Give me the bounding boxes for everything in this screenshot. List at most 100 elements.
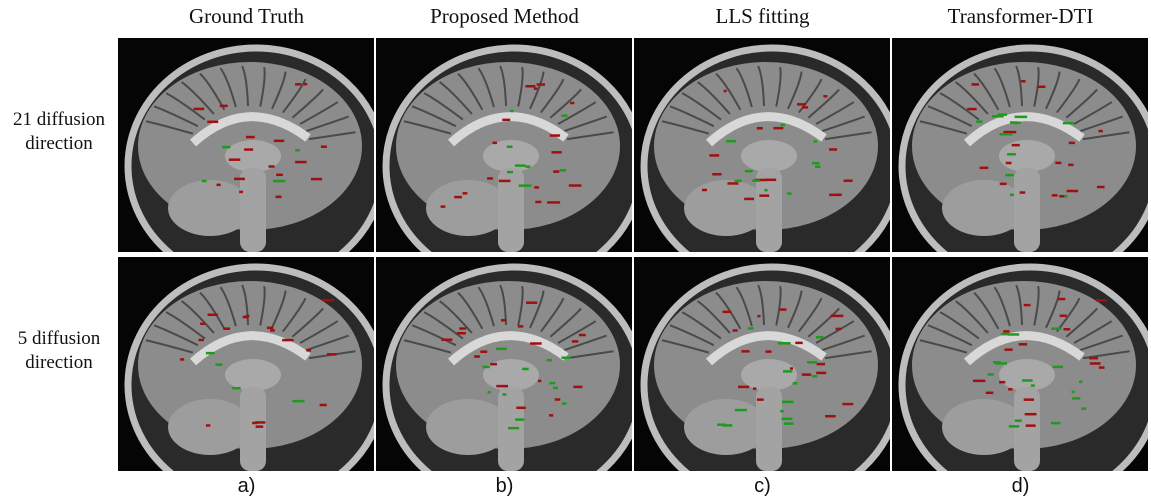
error-red [304, 83, 308, 86]
row-label: 21 diffusion direction [2, 108, 116, 156]
panel-label: d) [892, 475, 1149, 498]
error-red [999, 381, 1005, 384]
error-green [488, 391, 491, 394]
error-green [553, 387, 558, 390]
error-green [482, 366, 489, 369]
error-green [510, 110, 513, 113]
error-red [727, 182, 738, 185]
brain-image [892, 257, 1148, 471]
error-red [474, 355, 480, 358]
error-red [1090, 362, 1101, 365]
error-red [702, 189, 707, 192]
brain-image [118, 257, 374, 471]
error-red [1021, 80, 1025, 83]
column-title: Transformer-DTI [892, 4, 1149, 29]
error-red [496, 385, 508, 388]
error-red [570, 102, 574, 105]
error-red [765, 179, 776, 182]
panel-label: c) [634, 475, 891, 498]
error-green [507, 146, 513, 149]
error-red [1097, 186, 1105, 189]
error-green [222, 146, 230, 149]
error-red [311, 178, 322, 181]
error-red [206, 424, 210, 427]
error-red [836, 328, 842, 331]
error-green [522, 368, 529, 371]
error-red [490, 363, 497, 366]
error-red [274, 140, 284, 143]
error-red [525, 85, 535, 88]
error-red [243, 316, 249, 319]
error-red [572, 340, 578, 343]
error-green [1081, 407, 1086, 410]
error-red [200, 323, 205, 326]
error-red [1012, 144, 1020, 147]
error-red [757, 398, 764, 401]
error-red [744, 198, 754, 201]
error-red [462, 192, 467, 195]
error-green [1079, 381, 1082, 384]
error-red [454, 196, 462, 199]
figure: Ground Trutha)Proposed Methodb)LLS fitti… [0, 0, 1151, 502]
error-green [1001, 333, 1008, 336]
thalamus [741, 359, 797, 391]
brainstem [240, 168, 266, 252]
error-red [180, 358, 184, 361]
error-red [986, 392, 993, 395]
error-red [569, 184, 582, 187]
error-green [782, 401, 794, 404]
error-red [492, 142, 497, 145]
error-green [215, 363, 222, 366]
error-green [562, 402, 567, 405]
error-red [1006, 162, 1012, 165]
brain-image [376, 38, 632, 252]
row-label: 5 diffusion direction [2, 327, 116, 375]
error-red [1069, 142, 1075, 145]
error-green [295, 149, 300, 152]
error-green [1015, 419, 1022, 422]
error-red [1064, 328, 1071, 331]
error-red [1003, 131, 1016, 134]
error-green [748, 327, 754, 330]
thalamus [999, 359, 1055, 391]
cerebellum [168, 399, 252, 455]
error-red [980, 167, 989, 170]
error-green [508, 427, 519, 430]
error-red [1026, 424, 1036, 427]
error-green [1064, 195, 1067, 198]
error-red [534, 186, 539, 189]
error-red [1025, 413, 1037, 416]
error-red [516, 407, 525, 410]
cerebellum [942, 180, 1026, 236]
column-title: Ground Truth [118, 4, 375, 29]
error-red [1024, 398, 1034, 401]
error-red [790, 367, 793, 370]
error-green [735, 180, 742, 183]
error-green [780, 124, 784, 127]
error-red [518, 325, 523, 328]
error-green [816, 336, 824, 339]
error-red [457, 332, 466, 335]
error-green [515, 418, 524, 421]
error-green [525, 165, 530, 168]
brain-image [634, 38, 890, 252]
brainstem [1014, 168, 1040, 252]
error-red [199, 339, 204, 342]
error-red [573, 386, 582, 389]
error-red [480, 350, 487, 353]
error-red [1000, 183, 1007, 186]
error-green [1009, 425, 1019, 428]
panel-label: b) [376, 475, 633, 498]
error-red [252, 422, 257, 425]
error-red [817, 363, 826, 366]
error-red [825, 415, 836, 418]
error-red [234, 178, 245, 181]
error-red [441, 338, 452, 341]
error-red [1008, 388, 1012, 391]
thalamus [999, 140, 1055, 172]
error-green [988, 373, 994, 376]
error-red [757, 127, 763, 130]
error-red [797, 103, 806, 106]
error-green [815, 166, 820, 169]
error-green [273, 180, 285, 183]
